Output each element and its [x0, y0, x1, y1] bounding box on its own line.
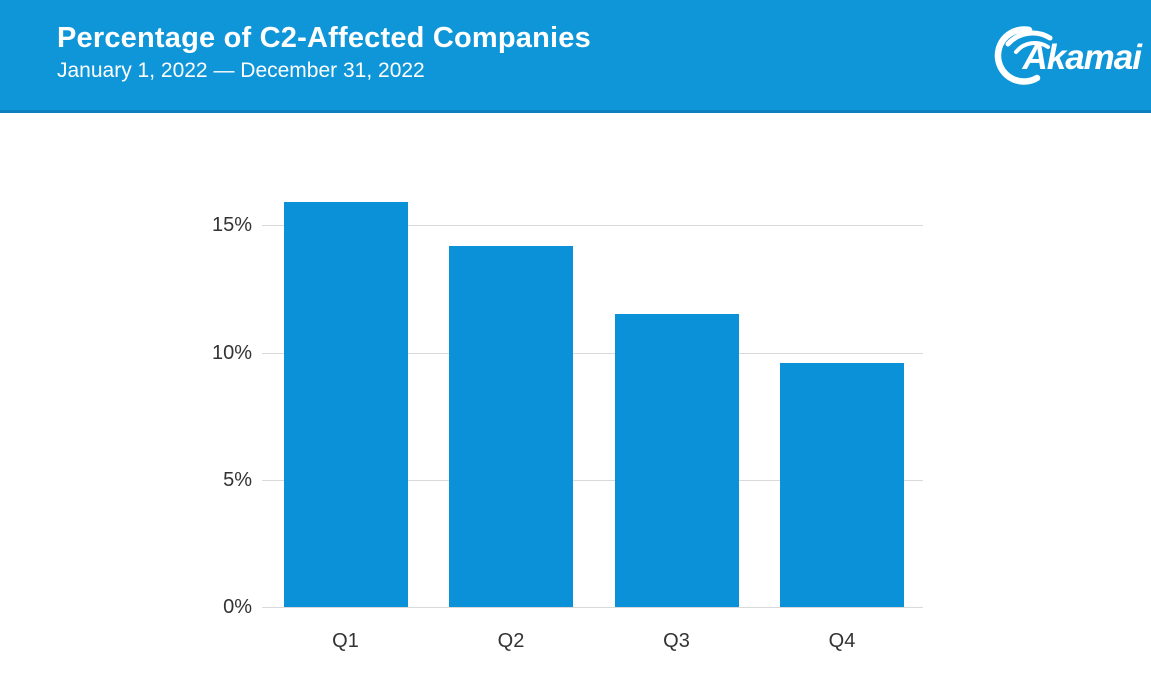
bar-Q2: [449, 245, 573, 607]
x-tick-label-Q3: Q3: [663, 630, 690, 652]
x-tick-label-Q4: Q4: [828, 630, 856, 652]
y-tick-label-5%: 5%: [223, 468, 252, 491]
page-title: Percentage of C2-Affected Companies: [57, 22, 591, 54]
gridline-15%: [262, 225, 923, 227]
bar-Q3: [614, 314, 739, 607]
gridline-0%: [262, 607, 923, 608]
akamai-swoosh-icon: [995, 26, 1053, 85]
x-tick-label-Q1: Q1: [332, 630, 359, 652]
akamai-logo: Akamai: [992, 25, 1142, 87]
header-banner: Percentage of C2-Affected Companies Janu…: [0, 0, 1151, 113]
akamai-logo-text: Akamai: [1022, 38, 1142, 77]
y-tick-label-10%: 10%: [211, 341, 252, 364]
page-subtitle: January 1, 2022 — December 31, 2022: [57, 59, 425, 82]
gridline-10%: [262, 352, 923, 354]
bar-chart: 0% 5% 10% 15% Q1 Q2 Q3 Q4: [0, 113, 1151, 685]
gridline-5%: [262, 479, 923, 481]
bar-Q4: [780, 362, 904, 607]
bar-Q1: [283, 202, 408, 607]
y-tick-label-0%: 0%: [223, 596, 252, 618]
header-titles: Percentage of C2-Affected Companies Janu…: [57, 21, 1151, 84]
x-tick-label-Q2: Q2: [497, 630, 525, 652]
y-tick-label-15%: 15%: [211, 214, 252, 237]
